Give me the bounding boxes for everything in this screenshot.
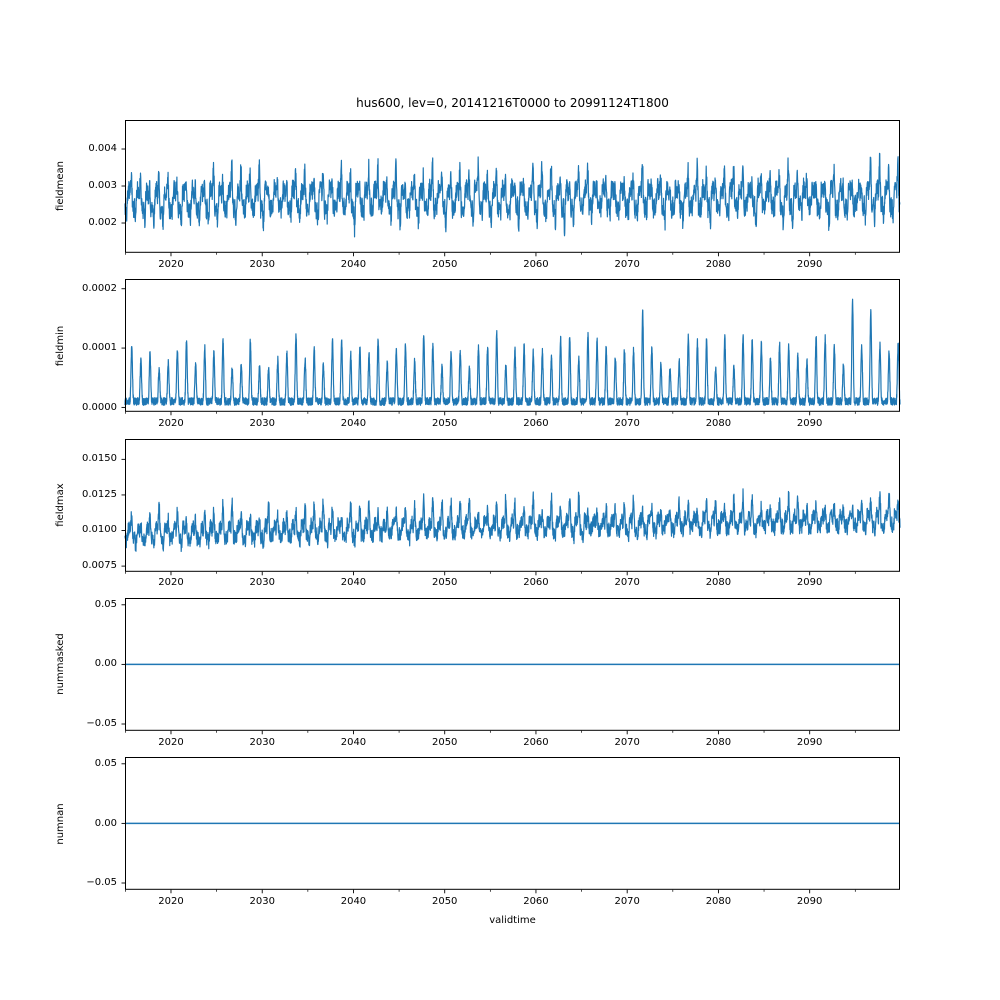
y-tick-label: 0.0075 (82, 559, 117, 571)
y-tick-label: 0.00 (94, 817, 117, 829)
y-axis-label-fieldmin: fieldmin (55, 325, 66, 366)
series-line-fieldmax (124, 487, 901, 552)
x-tick-label: 2050 (431, 258, 458, 270)
x-tick-label: 2030 (249, 418, 275, 430)
subplot-fieldmin: 0.0000 0.0001 0.0002 2020 2030 2040 2050 2060 20… (55, 279, 901, 429)
y-tick-label: 0.0000 (82, 401, 117, 413)
x-tick-label: 2080 (705, 895, 732, 907)
plot-area-fieldmax (121, 438, 901, 575)
y-tick-label: 0.002 (88, 217, 117, 228)
x-tick-label: 2030 (249, 736, 275, 748)
x-tick-label: 2060 (523, 736, 549, 748)
x-tick-label: 2030 (249, 895, 275, 907)
x-tick-label: 2040 (340, 736, 367, 748)
x-tick-label: 2080 (705, 418, 732, 430)
x-tick-label: 2020 (158, 258, 184, 270)
figure-title: hus600, lev=0, 20141216T0000 to 20991124… (356, 96, 669, 110)
x-tick-label: 2040 (340, 895, 367, 907)
x-tick-label: 2090 (796, 418, 823, 430)
x-tick-label: 2050 (431, 418, 458, 430)
x-tick-label: 2060 (523, 895, 549, 907)
x-tick-label: 2060 (523, 418, 549, 430)
y-tick-label: −0.05 (86, 877, 117, 889)
x-tick-label: 2040 (340, 577, 367, 589)
x-axis-label: validtime (489, 915, 536, 926)
y-axis-label-nummasked: nummasked (55, 633, 66, 695)
x-tick-label: 2050 (431, 736, 458, 748)
y-axis-label-fieldmax: fieldmax (55, 483, 66, 527)
y-tick-label: 0.003 (88, 180, 117, 191)
x-tick-label: 2080 (705, 258, 732, 270)
y-tick-label: 0.00 (94, 658, 117, 670)
y-tick-label: 0.004 (88, 143, 117, 154)
x-tick-label: 2090 (796, 258, 823, 270)
x-tick-label: 2070 (614, 736, 640, 748)
x-tick-label: 2030 (249, 258, 275, 270)
x-tick-label: 2050 (431, 577, 458, 589)
y-tick-label: 0.0002 (82, 283, 117, 295)
series-line-fieldmean (124, 152, 901, 238)
axes-frame (125, 438, 900, 572)
x-tick-label: 2030 (249, 577, 275, 589)
x-tick-label: 2060 (523, 258, 549, 270)
x-tick-label: 2020 (158, 736, 184, 748)
plot-area-nummasked (121, 597, 900, 735)
x-tick-label: 2070 (614, 895, 640, 907)
series-line-fieldmin (124, 298, 901, 407)
x-tick-label: 2070 (614, 418, 640, 430)
subplot-numnan: −0.05 0.00 0.05 2020 2030 2040 2050 2060 2070 208… (55, 757, 900, 907)
y-tick-label: 0.0001 (82, 342, 117, 354)
x-tick-label: 2060 (523, 577, 549, 589)
x-tick-label: 2050 (431, 895, 458, 907)
y-tick-label: −0.05 (86, 717, 117, 729)
x-tick-label: 2070 (614, 577, 640, 589)
x-tick-label: 2080 (705, 577, 732, 589)
axes-frame (125, 120, 900, 253)
x-tick-label: 2080 (705, 736, 732, 748)
x-tick-label: 2020 (158, 577, 184, 589)
x-tick-label: 2090 (796, 736, 823, 748)
x-tick-label: 2020 (158, 895, 184, 907)
x-tick-label: 2090 (796, 577, 823, 589)
axes-frame (125, 757, 900, 890)
y-axis-label-numnan: numnan (55, 802, 66, 845)
y-tick-label: 0.0150 (82, 452, 117, 464)
x-tick-label: 2040 (340, 258, 367, 270)
axes-frame (125, 279, 900, 413)
plot-area-fieldmean (121, 120, 901, 257)
y-tick-label: 0.0100 (82, 524, 117, 536)
y-tick-label: 0.05 (94, 598, 117, 610)
plot-area-numnan (121, 757, 900, 894)
x-tick-label: 2070 (614, 258, 640, 270)
subplot-fieldmax: 0.0075 0.0100 0.0125 0.0150 2020 2030 2040 2050… (55, 438, 901, 588)
x-tick-label: 2090 (796, 895, 823, 907)
subplot-fieldmean: 0.002 0.003 0.004 2020 2030 2040 2050 2060 2070 2… (55, 120, 901, 270)
y-tick-label: 0.05 (94, 757, 117, 769)
plot-area-fieldmin (121, 279, 901, 416)
y-axis-label-fieldmean: fieldmean (55, 161, 66, 212)
subplot-nummasked: −0.05 0.00 0.05 2020 2030 2040 2050 2060 2070 208… (55, 597, 900, 748)
x-tick-label: 2040 (340, 418, 367, 430)
y-tick-label: 0.0125 (82, 488, 117, 500)
axes-frame (125, 597, 900, 731)
x-tick-label: 2020 (158, 418, 184, 430)
